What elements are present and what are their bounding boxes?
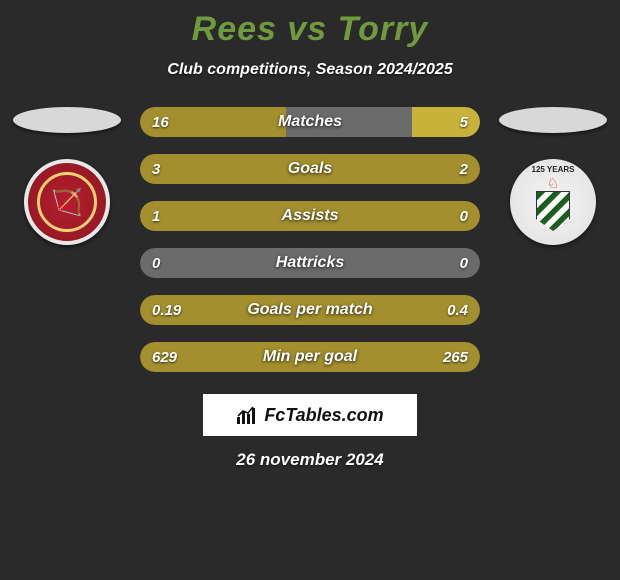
main-row: 🏹 16Matches53Goals21Assists00Hattricks00… — [0, 107, 620, 372]
stat-bar-seg-right — [412, 107, 480, 137]
title-player1: Rees — [192, 10, 277, 48]
left-column: 🏹 — [12, 107, 122, 245]
stat-bar: 0 Hattricks 0 — [140, 248, 480, 278]
stat-value-left: 3 — [152, 161, 160, 178]
stats-bars: 16 Matches 5 3 Goals 2 1 Assists 0 0 Hattricks 0 0.1… — [140, 107, 480, 372]
comparison-card: Rees vs Torry Club competitions, Season … — [0, 0, 620, 470]
player1-marker-oval — [13, 107, 121, 133]
stat-value-right: 0.4 — [447, 302, 468, 319]
stat-label: Matches — [278, 113, 342, 131]
chart-icon — [236, 405, 258, 425]
stat-label: Goals — [288, 160, 332, 178]
stat-bar: 1 Assists 0 — [140, 201, 480, 231]
shield-icon — [536, 191, 570, 231]
stat-value-right: 265 — [443, 349, 468, 366]
stat-value-left: 0.19 — [152, 302, 181, 319]
stat-bar: 629 Min per goal 265 — [140, 342, 480, 372]
badge-left-ring — [37, 172, 97, 232]
stat-value-left: 1 — [152, 208, 160, 225]
stat-label: Assists — [282, 207, 339, 225]
stat-value-right: 5 — [460, 114, 468, 131]
subtitle: Club competitions, Season 2024/2025 — [0, 61, 620, 79]
stat-label: Goals per match — [247, 301, 372, 319]
title-vs: vs — [287, 10, 327, 48]
stat-value-right: 0 — [460, 255, 468, 272]
footer-logo: FcTables.com — [203, 394, 417, 436]
dragon-icon: ♘ — [547, 175, 560, 192]
title-player2: Torry — [338, 10, 429, 48]
date-text: 26 november 2024 — [0, 450, 620, 470]
stat-value-left: 16 — [152, 114, 169, 131]
badge-right-banner: 125 YEARS — [532, 165, 575, 174]
stat-bar: 16 Matches 5 — [140, 107, 480, 137]
stat-value-right: 0 — [460, 208, 468, 225]
stat-value-left: 629 — [152, 349, 177, 366]
stat-value-right: 2 — [460, 161, 468, 178]
stat-label: Min per goal — [263, 348, 357, 366]
page-title: Rees vs Torry — [0, 10, 620, 49]
player2-marker-oval — [499, 107, 607, 133]
right-column: 125 YEARS ♘ — [498, 107, 608, 245]
footer-site-text: FcTables.com — [264, 405, 383, 426]
stat-bar: 3 Goals 2 — [140, 154, 480, 184]
stat-bar: 0.19 Goals per match 0.4 — [140, 295, 480, 325]
stat-bar-seg-left — [140, 154, 184, 184]
club-badge-left: 🏹 — [24, 159, 110, 245]
club-badge-right: 125 YEARS ♘ — [510, 159, 596, 245]
stat-value-left: 0 — [152, 255, 160, 272]
stat-label: Hattricks — [276, 254, 344, 272]
